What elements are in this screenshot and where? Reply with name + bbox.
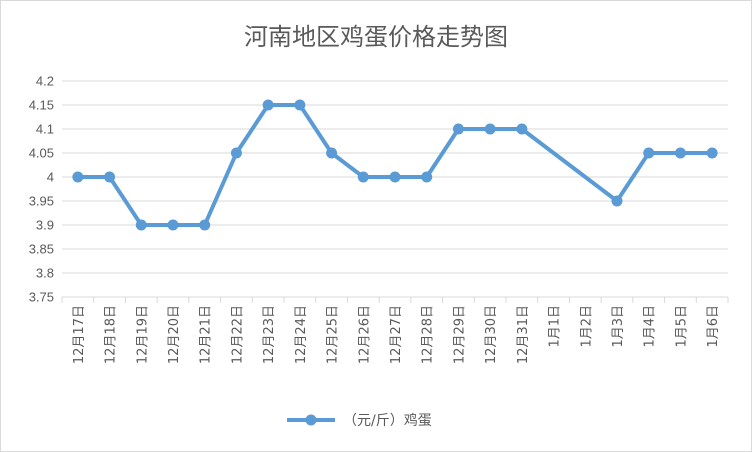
- y-tick-label: 3.95: [29, 194, 54, 209]
- x-tick-label: 12月23日: [262, 305, 277, 364]
- x-tick-label: 1月3日: [611, 305, 626, 348]
- data-point: [199, 219, 211, 231]
- x-tick-label: 12月20日: [167, 305, 182, 364]
- x-tick-label: 12月17日: [72, 305, 87, 364]
- y-tick-label: 4: [47, 170, 54, 185]
- data-point: [484, 123, 496, 135]
- y-tick-label: 3.9: [36, 218, 54, 233]
- data-point: [357, 171, 369, 183]
- x-tick-label: 12月25日: [326, 305, 341, 364]
- legend-point-marker: [305, 414, 317, 426]
- x-tick-label: 12月29日: [452, 305, 467, 364]
- data-point: [72, 171, 84, 183]
- data-point: [643, 147, 655, 159]
- data-point: [230, 147, 242, 159]
- data-point: [135, 219, 147, 231]
- y-tick-label: 3.8: [36, 266, 54, 281]
- x-tick-label: 12月28日: [421, 305, 436, 364]
- data-point: [611, 195, 623, 207]
- series-line: [75, 103, 715, 227]
- data-point: [674, 147, 686, 159]
- x-tick-label: 1月2日: [579, 305, 594, 348]
- y-axis-tick-labels: 4.2 4.15 4.1 4.05 4 3.95 3.9 3.85 3.8 3.75: [29, 74, 54, 305]
- x-tick-label: 12月31日: [516, 305, 531, 364]
- data-point: [452, 123, 464, 135]
- x-tick-label: 12月24日: [294, 305, 309, 364]
- x-tick-label: 1月6日: [706, 305, 721, 348]
- chart-title: 河南地区鸡蛋价格走势图: [244, 23, 508, 51]
- x-tick-label: 12月30日: [484, 305, 499, 364]
- x-tick-label: 12月18日: [104, 305, 119, 364]
- data-point: [262, 99, 274, 111]
- x-tick-label: 12月21日: [199, 305, 214, 364]
- data-point: [421, 171, 433, 183]
- axes: [61, 296, 729, 303]
- x-tick-label: 12月27日: [389, 305, 404, 364]
- y-tick-label: 4.15: [29, 98, 54, 113]
- x-tick-label: 1月1日: [548, 305, 563, 348]
- data-point: [706, 147, 718, 159]
- x-tick-label: 12月19日: [135, 305, 150, 364]
- legend: （元/斤）鸡蛋: [287, 412, 432, 429]
- data-point: [294, 99, 306, 111]
- y-tick-label: 3.75: [29, 290, 54, 305]
- data-point: [104, 171, 116, 183]
- y-tick-label: 4.05: [29, 146, 54, 161]
- series-layer: [72, 99, 718, 231]
- y-tick-label: 3.85: [29, 242, 54, 257]
- x-tick-label: 1月5日: [674, 305, 689, 348]
- y-tick-label: 4.2: [36, 74, 54, 89]
- data-point: [167, 219, 179, 231]
- data-point: [326, 147, 338, 159]
- x-axis-tick-labels: 12月17日 12月18日 12月19日 12月20日 12月21日 12月22日 12月2…: [72, 305, 721, 364]
- data-point: [389, 171, 401, 183]
- data-point: [516, 123, 528, 135]
- x-tick-label: 1月4日: [643, 305, 658, 348]
- y-tick-label: 4.1: [36, 122, 54, 137]
- x-tick-label: 12月26日: [357, 305, 372, 364]
- legend-label: （元/斤）鸡蛋: [343, 412, 432, 429]
- x-tick-label: 12月22日: [230, 305, 245, 364]
